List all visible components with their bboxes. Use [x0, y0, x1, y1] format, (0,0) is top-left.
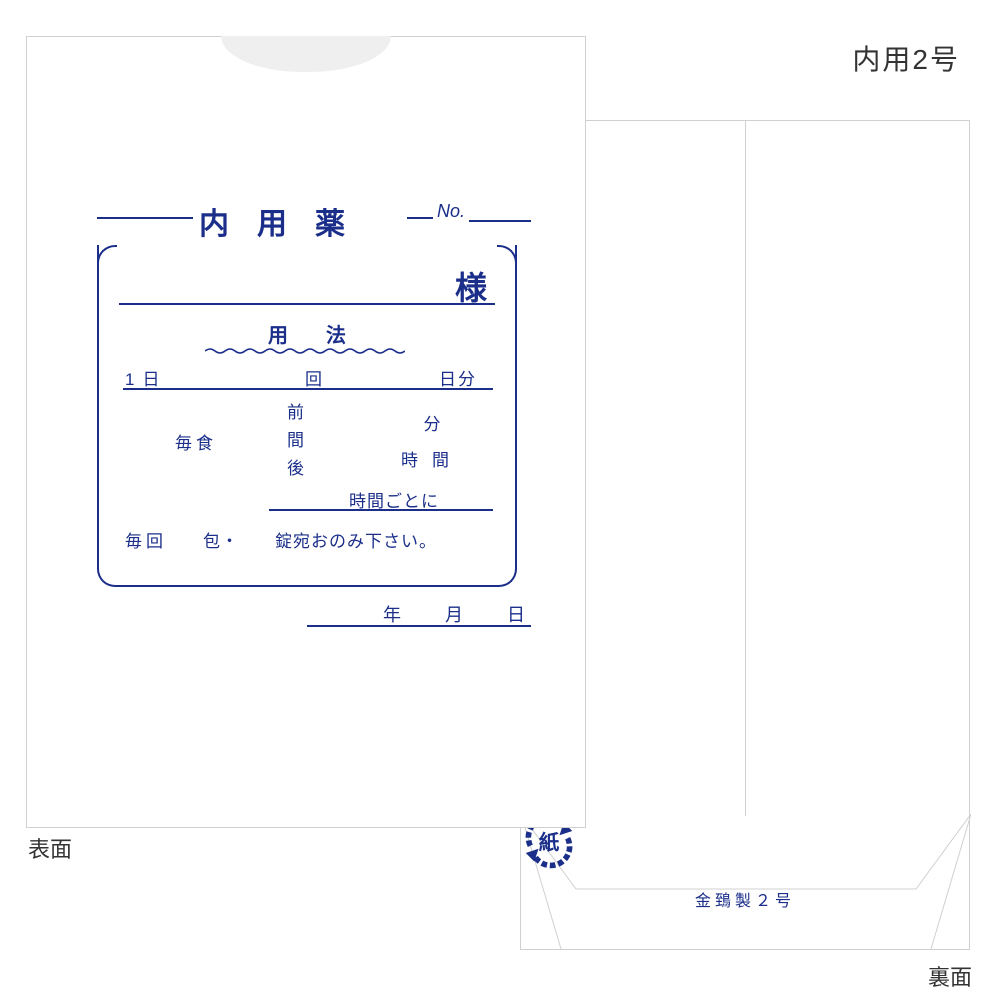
before-label: 前: [287, 399, 304, 427]
form-title: 内用薬: [199, 199, 373, 243]
form-box: 様 用法 1日 回 日分 毎食 前 間 後: [97, 245, 517, 587]
date-row: 年 月 日: [97, 597, 517, 637]
timing-min-hour: 分 時間: [401, 407, 463, 479]
front-side-label: 表面: [28, 832, 72, 864]
each-time-row: 毎回 包・ 錠宛おのみ下さい。: [119, 527, 495, 557]
date-underline: [307, 625, 531, 627]
wavy-underline: [205, 347, 405, 355]
between-label: 間: [287, 427, 304, 455]
interval-row: 時間ごとに: [119, 487, 495, 517]
usage-heading: 用法: [230, 325, 384, 347]
title-row: 内用薬 No.: [97, 199, 517, 239]
dosage-underline: [123, 388, 493, 390]
title-rule-right: [407, 217, 433, 219]
number-underline: [469, 220, 531, 222]
packets-label: 包・: [203, 527, 239, 552]
patient-name-row: 様: [119, 259, 495, 313]
tablets-instruction: 錠宛おのみ下さい。: [275, 527, 437, 552]
timing-block: 毎食 前 間 後 分 時間: [119, 399, 495, 485]
envelope-front: 内用薬 No. 様 用法 1日 回 日分: [26, 36, 586, 828]
envelope-back-flap: 金鵄製２号 紙: [521, 814, 969, 949]
product-size-label: 内用2号: [852, 38, 960, 78]
after-label: 後: [287, 455, 304, 483]
per-day-label: 1日: [125, 365, 167, 390]
usage-heading-row: 用法: [119, 319, 495, 359]
each-time-prefix: 毎回: [125, 527, 167, 552]
envelope-back: 金鵄製２号 紙: [520, 120, 970, 950]
minutes-label: 分: [401, 407, 463, 443]
each-meal-label: 毎食: [175, 429, 217, 454]
prescription-form: 内用薬 No. 様 用法 1日 回 日分: [97, 199, 517, 637]
back-center-fold: [745, 121, 746, 816]
year-label: 年: [383, 601, 401, 627]
back-side-label: 裏面: [928, 960, 972, 992]
days-supply-label: 日分: [439, 365, 477, 390]
flap-outline: [521, 814, 971, 949]
thumb-notch: [221, 36, 391, 72]
dosage-row: 1日 回 日分: [119, 363, 495, 397]
day-label: 日: [507, 601, 525, 627]
month-label: 月: [445, 601, 463, 627]
patient-name-underline: [119, 303, 495, 305]
maker-label: 金鵄製２号: [521, 887, 969, 911]
timing-before-between-after: 前 間 後: [287, 399, 304, 483]
interval-underline: [269, 509, 493, 511]
number-label: No.: [437, 201, 465, 222]
title-rule-left: [97, 217, 193, 219]
hours-label: 時間: [401, 443, 463, 479]
times-label: 回: [305, 365, 323, 390]
svg-text:紙: 紙: [539, 830, 560, 854]
